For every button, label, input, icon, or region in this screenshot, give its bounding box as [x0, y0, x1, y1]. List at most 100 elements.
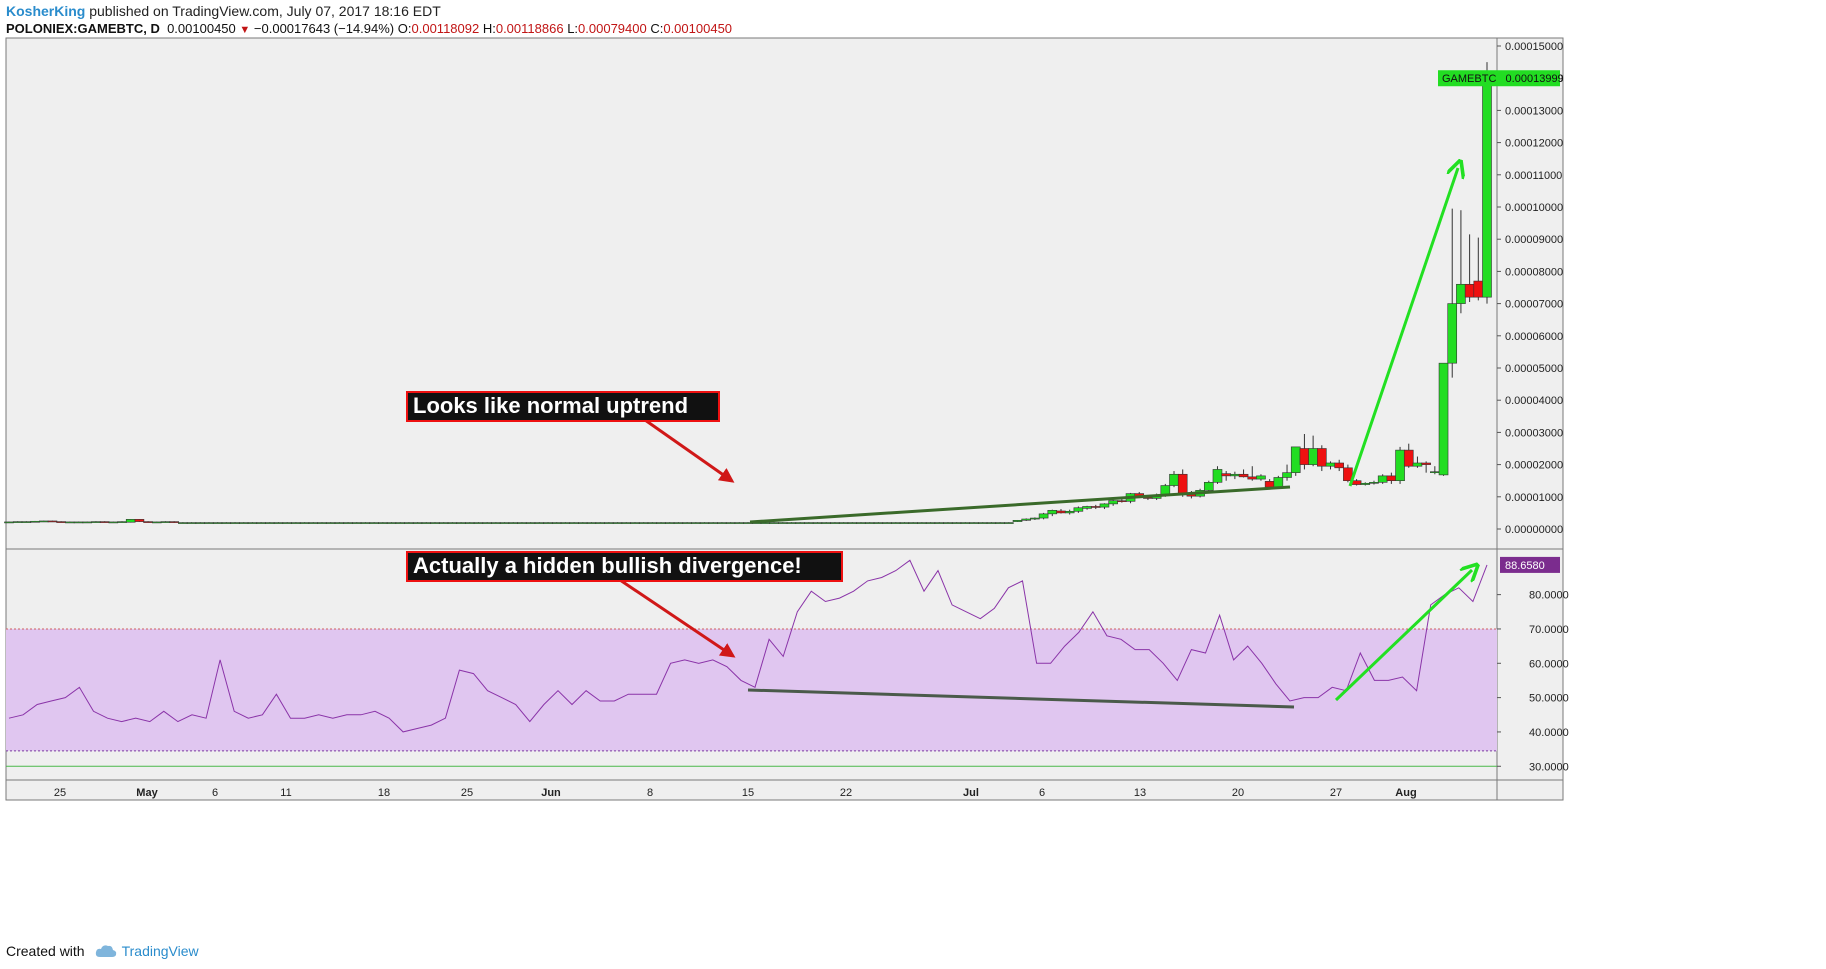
candle-down [1143, 497, 1153, 499]
candle-down [1090, 506, 1101, 508]
candle-up [1256, 475, 1266, 480]
candle-down [1186, 493, 1197, 497]
candle-up [247, 522, 258, 524]
candles-series: GAMEBTC 0.00013999 [4, 62, 1564, 524]
price-tick-label: 0.00011000 [1505, 170, 1562, 182]
candle-up [960, 522, 971, 524]
candle-up [1125, 493, 1136, 502]
candle-up [73, 521, 84, 524]
candle-up [430, 522, 440, 524]
price-tick-label: 0.00001000 [1505, 492, 1563, 504]
candle-up [951, 522, 962, 524]
time-tick-label: 22 [840, 787, 852, 799]
down-triangle-icon: ▼ [239, 24, 251, 36]
candle-up [1430, 471, 1440, 473]
candle-up [682, 522, 692, 524]
candle-up [1012, 520, 1023, 522]
candle-down [1343, 467, 1353, 482]
candle-up [882, 522, 892, 524]
candle-down [1134, 493, 1145, 498]
candle-up [1482, 77, 1492, 298]
candle-up [1412, 462, 1423, 467]
candle-up [160, 521, 171, 523]
candle-up [569, 522, 579, 524]
candle-up [421, 522, 432, 524]
candle-up [317, 522, 327, 524]
rsi-tick-label: 40.0000 [1529, 727, 1569, 739]
candle-down [56, 521, 66, 523]
candle-up [604, 522, 614, 524]
price-tick-label: 0.00009000 [1505, 234, 1563, 246]
candle-up [769, 522, 779, 524]
candle-up [291, 522, 301, 524]
candle-up [864, 522, 875, 524]
candle-up [464, 522, 475, 524]
candle-up [838, 522, 849, 524]
candle-down [1403, 449, 1414, 467]
price-tick-label: 0.00004000 [1505, 395, 1563, 407]
candle-up [1064, 510, 1075, 514]
candle-up [482, 522, 492, 524]
last-price-tag-label: GAMEBTC 0.00013999 [1442, 73, 1564, 85]
brand-name: TradingView [121, 943, 199, 959]
time-tick-label: 6 [212, 787, 218, 799]
uptrend-label-text: Looks like normal uptrend [413, 393, 688, 418]
candle-up [343, 522, 353, 524]
author-name[interactable]: KosherKing [6, 3, 86, 19]
candle-up [943, 522, 953, 524]
rsi-tick-label: 70.0000 [1529, 624, 1569, 636]
candle-up [491, 522, 501, 524]
divergence-line [747, 688, 1295, 709]
candle-up [656, 522, 666, 524]
candle-up [908, 522, 918, 524]
candle-up [986, 522, 997, 524]
candle-up [1438, 362, 1449, 476]
candle-down [1221, 473, 1231, 477]
candle-up [1282, 472, 1292, 478]
low-label: L: [567, 21, 579, 36]
red-arrow-rsi [619, 578, 736, 658]
candle-up [717, 522, 727, 524]
uptrend-line [749, 485, 1291, 524]
candle-up [777, 522, 788, 524]
price-tick-label: 0.00003000 [1505, 427, 1563, 439]
candle-up [404, 522, 414, 524]
high-value: 0.00118866 [495, 21, 564, 36]
candle-up [699, 522, 710, 524]
candle-up [812, 522, 823, 524]
publish-info: KosherKing published on TradingView.com,… [6, 3, 441, 19]
candle-up [925, 522, 936, 524]
candle-up [934, 522, 945, 524]
candle-up [1230, 473, 1240, 477]
rsi-pane: 80.0000 70.0000 60.0000 50.0000 40.0000 30.00… [6, 556, 1569, 773]
candle-up [1369, 482, 1379, 484]
ohlc-header: POLONIEX:GAMEBTC, D 0.00100450 ▼ −0.0001… [6, 21, 732, 36]
candle-up [299, 522, 310, 524]
candle-down [1317, 448, 1327, 467]
time-tick-label: Jun [541, 787, 561, 799]
candle-up [612, 522, 623, 524]
candle-up [595, 522, 606, 524]
tradingview-logo[interactable]: TradingView [95, 943, 199, 959]
candle-up [221, 522, 232, 524]
candle-up [1273, 477, 1284, 488]
candle-down [1334, 462, 1344, 469]
candle-up [125, 519, 136, 523]
candle-up [230, 522, 240, 524]
candle-up [265, 522, 275, 524]
chart-background [5, 37, 1564, 801]
created-with-label: Created with [6, 943, 85, 959]
candle-down [1351, 480, 1362, 485]
price-tick-label: 0.00002000 [1505, 460, 1563, 472]
candle-up [873, 522, 884, 524]
candle-up [82, 521, 93, 524]
candle-up [238, 522, 249, 524]
price-tick-label: 0.00005000 [1505, 363, 1563, 375]
time-tick-label: 25 [461, 787, 473, 799]
symbol-label: POLONIEX:GAMEBTC, D [6, 21, 160, 36]
candle-up [734, 522, 745, 524]
divergence-label-text: Actually a hidden bullish divergence! [413, 553, 802, 578]
candle-up [334, 522, 345, 524]
candle-up [108, 521, 119, 524]
